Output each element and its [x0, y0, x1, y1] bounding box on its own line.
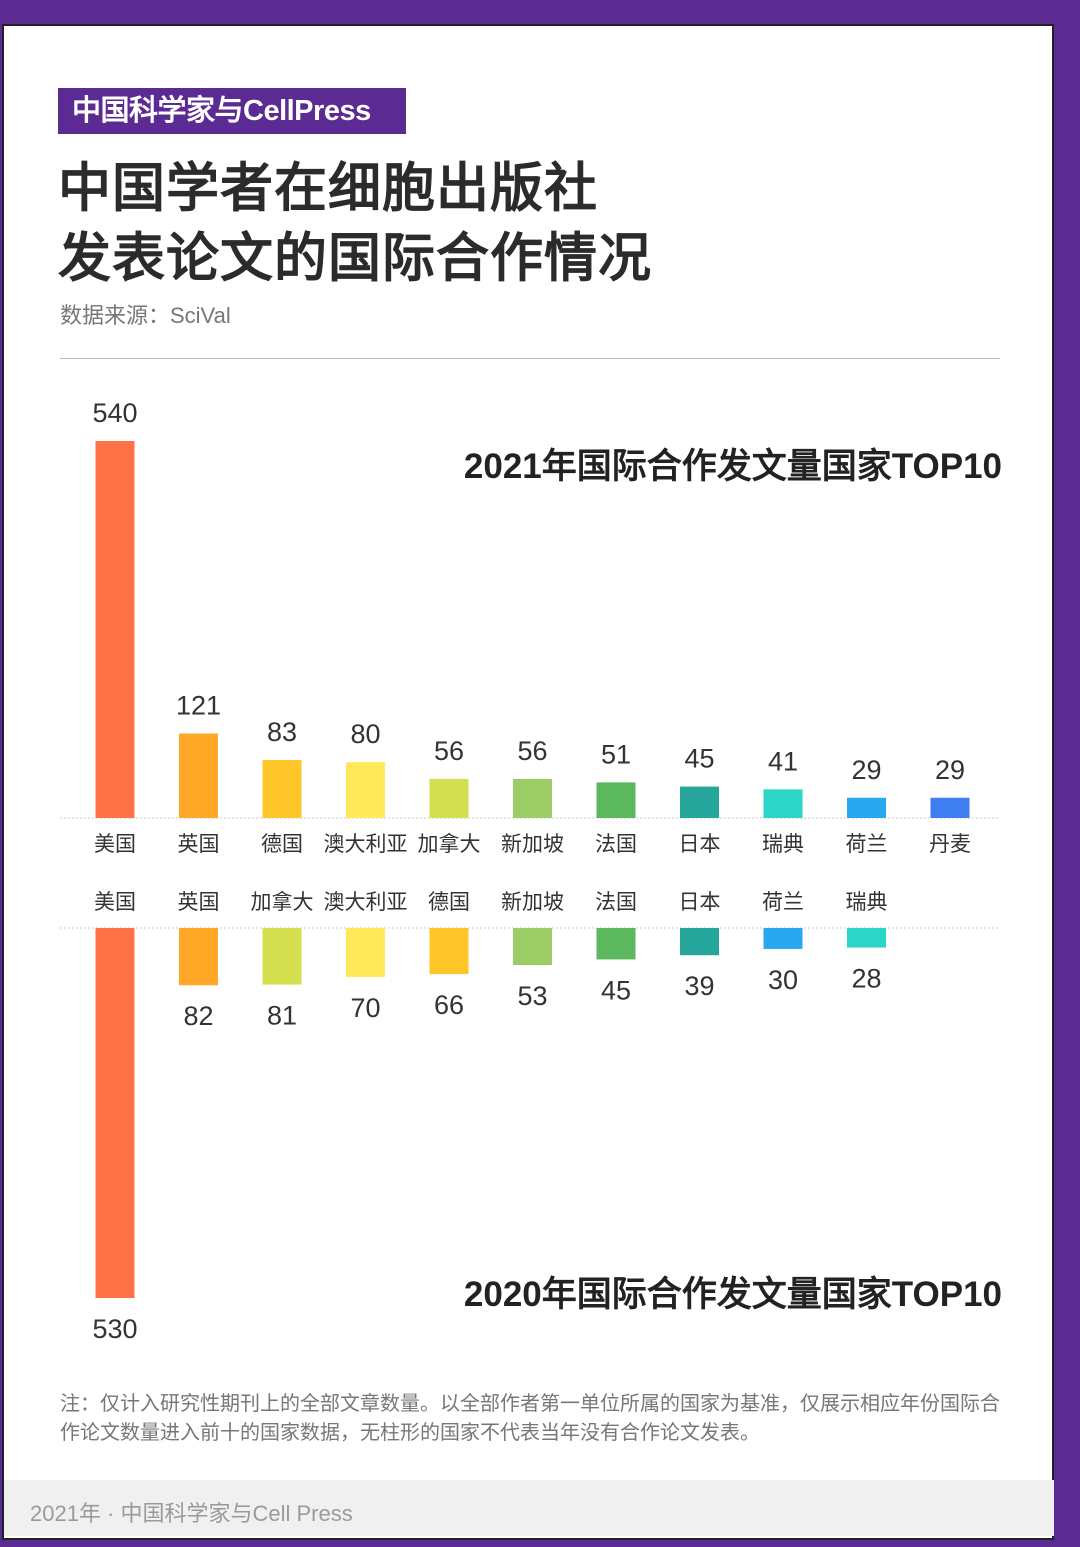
category-label-2021-7: 日本 [679, 833, 721, 856]
value-label-2021-5: 56 [517, 736, 547, 766]
series-badge: 中国科学家与CellPress [58, 88, 406, 134]
value-label-2020-6: 45 [601, 975, 631, 1005]
value-label-2020-1: 82 [183, 1001, 213, 1031]
page-title-line1: 中国学者在细胞出版社 [58, 159, 598, 218]
category-label-2021-10: 丹麦 [929, 833, 971, 856]
value-label-2020-4: 66 [434, 990, 464, 1020]
bar-2021-6 [596, 782, 636, 818]
footnote: 注：仅计入研究性期刊上的全部文章数量。以全部作者第一单位所属的国家为基准，仅展示… [60, 1393, 1000, 1444]
value-label-2021-6: 51 [601, 739, 631, 769]
bar-2020-6 [596, 928, 636, 960]
bar-2021-3 [346, 762, 385, 818]
bar-2020-0 [95, 928, 135, 1299]
bar-2020-9 [847, 928, 886, 948]
value-label-2021-4: 56 [434, 736, 464, 766]
bar-2021-5 [513, 778, 552, 818]
value-label-2020-9: 28 [851, 964, 881, 994]
bar-2020-8 [763, 928, 803, 949]
bar-2021-4 [429, 778, 469, 818]
value-label-2021-8: 41 [768, 746, 798, 776]
value-label-2020-8: 30 [768, 965, 798, 995]
bar-2021-8 [763, 789, 803, 818]
category-label-2020-5: 新加坡 [501, 891, 564, 914]
data-source: 数据来源：SciVal [60, 303, 231, 328]
category-label-2021-1: 英国 [178, 833, 220, 856]
value-label-2021-2: 83 [267, 717, 297, 747]
category-label-2021-9: 荷兰 [846, 833, 888, 856]
footer-bar: 2021年 · 中国科学家与Cell Press [4, 1480, 1054, 1536]
bar-2021-1 [179, 733, 218, 818]
category-label-2021-6: 法国 [595, 833, 637, 856]
category-label-2020-7: 日本 [679, 891, 721, 914]
footer-text: 2021年 · 中国科学家与Cell Press [30, 1501, 353, 1526]
bar-2021-2 [262, 760, 302, 818]
bar-2020-5 [513, 928, 552, 966]
value-label-2020-3: 70 [350, 993, 380, 1023]
category-label-2020-6: 法国 [595, 891, 637, 914]
category-label-2021-4: 加拿大 [418, 832, 481, 856]
bar-2020-2 [262, 928, 302, 985]
bar-2020-3 [346, 928, 385, 977]
category-label-2020-9: 瑞典 [846, 891, 888, 914]
category-label-2020-0: 美国 [94, 891, 136, 914]
value-label-2021-3: 80 [350, 719, 380, 749]
bar-2020-4 [429, 928, 469, 975]
category-label-2020-4: 德国 [428, 891, 470, 914]
category-label-2020-2: 加拿大 [251, 890, 314, 914]
value-label-2021-0: 540 [92, 398, 137, 428]
category-label-2021-3: 澳大利亚 [324, 833, 408, 856]
bar-2020-7 [680, 928, 719, 956]
chart-title-2020: 2020年国际合作发文量国家TOP10 [463, 1275, 1002, 1314]
value-label-2020-0: 530 [92, 1314, 137, 1344]
category-label-2020-1: 英国 [178, 891, 220, 914]
bar-2021-7 [680, 786, 719, 818]
divider [60, 358, 1000, 359]
bar-2021-9 [847, 797, 886, 818]
value-label-2020-5: 53 [517, 981, 547, 1011]
chart-title-2021: 2021年国际合作发文量国家TOP10 [463, 447, 1002, 486]
value-label-2021-1: 121 [176, 691, 221, 721]
value-label-2020-7: 39 [684, 971, 714, 1001]
category-label-2021-5: 新加坡 [501, 833, 564, 856]
bar-2020-1 [179, 928, 218, 986]
category-label-2020-8: 荷兰 [762, 891, 804, 914]
page-title-line2: 发表论文的国际合作情况 [58, 229, 652, 288]
category-label-2021-0: 美国 [94, 833, 136, 856]
value-label-2021-10: 29 [935, 755, 965, 785]
bar-2021-10 [930, 797, 970, 818]
category-label-2021-8: 瑞典 [762, 833, 804, 856]
category-label-2021-2: 德国 [261, 833, 303, 856]
bar-2021-0 [95, 441, 135, 818]
value-label-2021-7: 45 [684, 744, 714, 774]
value-label-2021-9: 29 [851, 755, 881, 785]
value-label-2020-2: 81 [267, 1001, 297, 1031]
category-label-2020-3: 澳大利亚 [324, 891, 408, 914]
